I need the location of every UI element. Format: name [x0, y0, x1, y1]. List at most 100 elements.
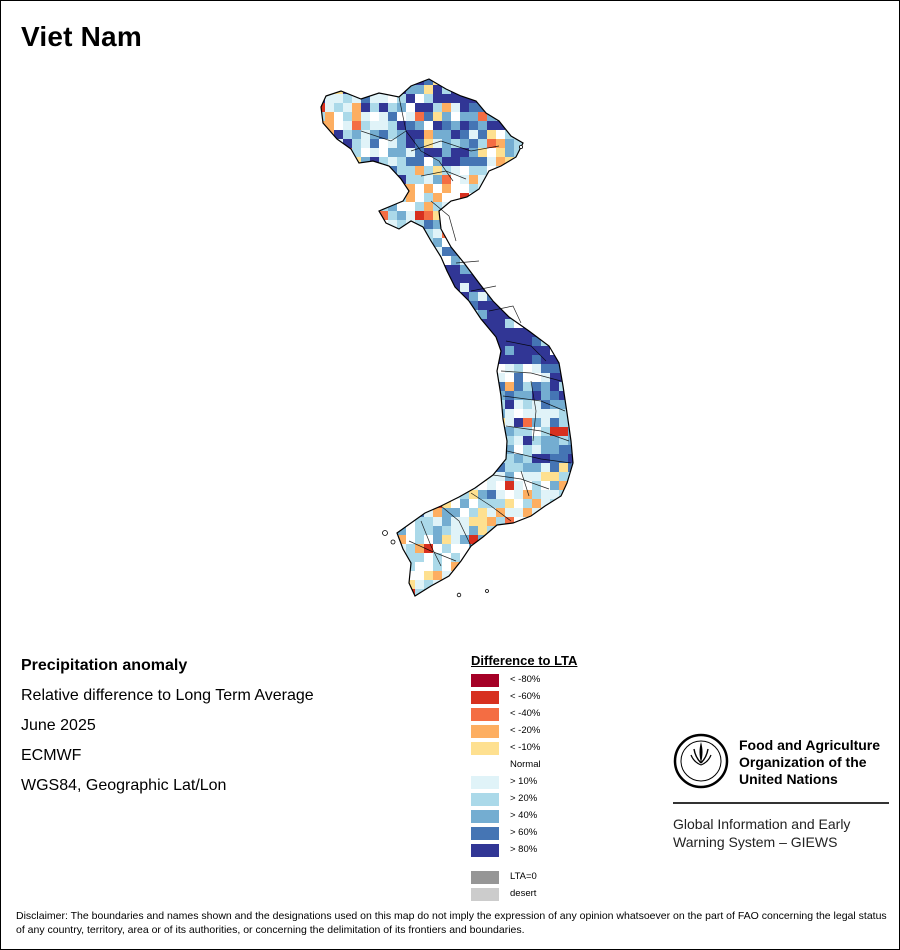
anomaly-cell [433, 355, 442, 364]
anomaly-cell [321, 355, 325, 364]
anomaly-cell [487, 202, 496, 211]
anomaly-cell [550, 337, 559, 346]
anomaly-cell [334, 157, 343, 166]
anomaly-cell [469, 112, 478, 121]
legend-swatch [471, 708, 499, 721]
anomaly-cell [577, 328, 586, 337]
anomaly-cell [568, 319, 573, 328]
legend-label: < -40% [510, 708, 541, 719]
anomaly-cell [523, 112, 532, 121]
anomaly-cell [334, 355, 343, 364]
anomaly-cell [550, 436, 559, 445]
anomaly-cell [523, 274, 532, 283]
anomaly-cell [433, 535, 442, 544]
anomaly-cell [433, 193, 442, 202]
anomaly-cell [352, 292, 361, 301]
anomaly-cell [568, 490, 573, 499]
anomaly-cell [469, 571, 478, 580]
anomaly-cell [460, 346, 469, 355]
legend-label: > 20% [510, 793, 538, 804]
anomaly-cell [433, 148, 442, 157]
anomaly-cell [370, 373, 379, 382]
anomaly-cell [321, 499, 325, 508]
anomaly-cell [523, 571, 532, 580]
anomaly-cell [415, 364, 424, 373]
anomaly-cell [496, 211, 505, 220]
anomaly-cell [577, 427, 586, 436]
anomaly-cell [397, 553, 406, 562]
anomaly-cell [388, 337, 397, 346]
anomaly-cell [451, 553, 460, 562]
anomaly-cell [325, 400, 334, 409]
anomaly-cell [415, 463, 424, 472]
anomaly-cell [424, 85, 433, 94]
anomaly-cell [321, 463, 325, 472]
anomaly-cell [451, 229, 460, 238]
anomaly-cell [478, 112, 487, 121]
anomaly-cell [541, 265, 550, 274]
anomaly-cell [568, 148, 573, 157]
anomaly-cell [343, 562, 352, 571]
anomaly-cell [577, 454, 586, 463]
anomaly-cell [505, 427, 514, 436]
anomaly-cell [478, 481, 487, 490]
anomaly-cell [370, 400, 379, 409]
anomaly-cell [334, 490, 343, 499]
anomaly-cell [550, 400, 559, 409]
anomaly-cell [451, 211, 460, 220]
anomaly-cell [325, 355, 334, 364]
anomaly-cell [469, 472, 478, 481]
anomaly-cell [559, 400, 568, 409]
anomaly-cell [424, 571, 433, 580]
anomaly-cell [406, 454, 415, 463]
anomaly-cell [514, 427, 523, 436]
anomaly-cell [568, 553, 573, 562]
anomaly-cell [577, 526, 586, 535]
anomaly-cell [496, 79, 505, 85]
anomaly-cell [424, 517, 433, 526]
anomaly-cell [415, 148, 424, 157]
anomaly-cell [424, 508, 433, 517]
anomaly-cell [415, 337, 424, 346]
anomaly-cell [433, 364, 442, 373]
anomaly-cell [541, 175, 550, 184]
anomaly-cell [406, 85, 415, 94]
anomaly-cell [460, 274, 469, 283]
anomaly-cell [325, 112, 334, 121]
anomaly-cell [343, 481, 352, 490]
anomaly-cell [361, 319, 370, 328]
anomaly-cell [370, 544, 379, 553]
anomaly-cell [559, 148, 568, 157]
anomaly-cell [388, 211, 397, 220]
anomaly-cell [370, 445, 379, 454]
anomaly-cell [325, 79, 334, 85]
anomaly-cell [514, 436, 523, 445]
anomaly-cell [460, 130, 469, 139]
anomaly-cell [370, 418, 379, 427]
anomaly-cell [415, 301, 424, 310]
anomaly-cell [325, 229, 334, 238]
anomaly-cell [424, 121, 433, 130]
anomaly-cell [451, 121, 460, 130]
info-heading: Precipitation anomaly [21, 657, 188, 674]
anomaly-cell [469, 418, 478, 427]
anomaly-cell [406, 94, 415, 103]
anomaly-cell [541, 589, 550, 596]
anomaly-cell [424, 382, 433, 391]
anomaly-cell [478, 139, 487, 148]
anomaly-cell [370, 553, 379, 562]
anomaly-cell [397, 436, 406, 445]
legend-swatch [471, 759, 499, 772]
anomaly-cell [541, 544, 550, 553]
anomaly-cell [460, 580, 469, 589]
anomaly-cell [352, 598, 361, 607]
anomaly-cell [370, 490, 379, 499]
anomaly-cell [442, 436, 451, 445]
anomaly-cell [343, 220, 352, 229]
anomaly-cell [406, 166, 415, 175]
anomaly-cell [424, 553, 433, 562]
anomaly-cell [514, 553, 523, 562]
anomaly-cell [505, 508, 514, 517]
anomaly-cell [532, 157, 541, 166]
anomaly-cell [541, 598, 550, 607]
